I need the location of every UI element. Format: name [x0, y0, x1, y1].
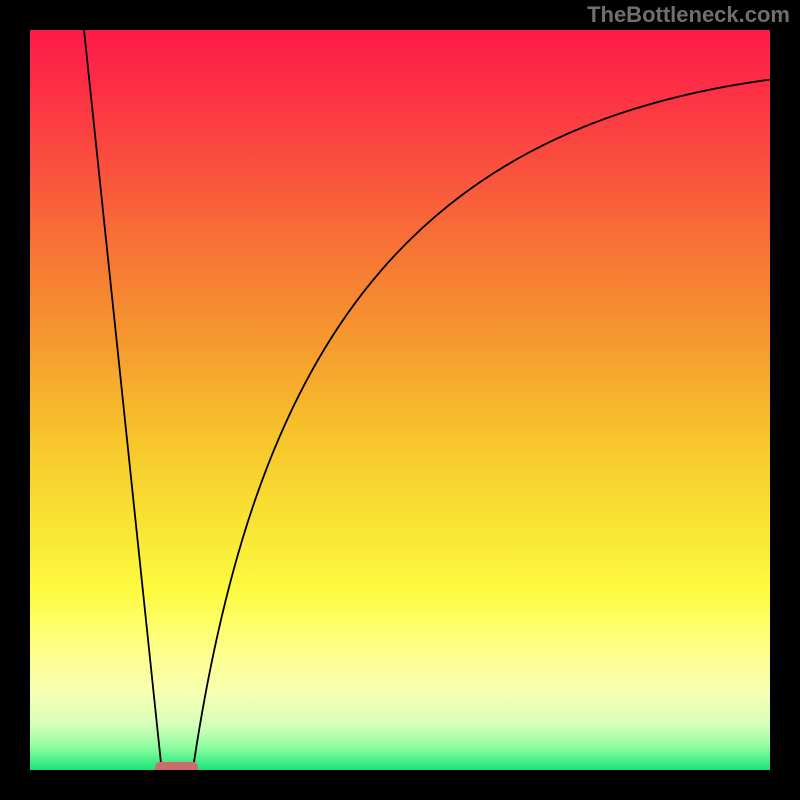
plot-background: [30, 30, 770, 770]
vertex-marker: [155, 762, 198, 770]
bottleneck-plot: [30, 30, 770, 770]
watermark-text: TheBottleneck.com: [587, 2, 790, 28]
chart-frame: TheBottleneck.com: [0, 0, 800, 800]
